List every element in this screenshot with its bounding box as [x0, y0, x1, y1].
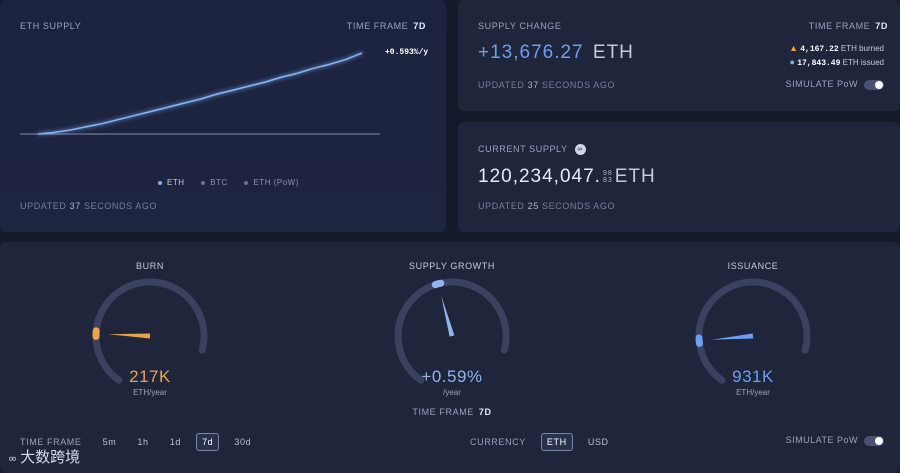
- issuance-gauge-unit: ETH/year: [736, 388, 770, 397]
- burn-gauge-unit: ETH/year: [133, 388, 167, 397]
- currency-usd-button[interactable]: USD: [587, 437, 609, 447]
- simulate-pow-toggle-top[interactable]: SIMULATE PoW: [786, 79, 884, 90]
- glasses-icon: ∞: [574, 144, 586, 156]
- eth-supply-panel: ETH SUPPLY TIME FRAME 7d +0.593%/y ETH BT…: [0, 0, 446, 232]
- growth-label: +0.593%/y: [385, 48, 429, 57]
- legend-item-eth[interactable]: ETH: [158, 178, 185, 187]
- watermark-logo-icon: ∞: [8, 452, 18, 465]
- timeframe-label: TIME FRAME: [346, 21, 409, 31]
- issued-row: ● 17,843.49 ETH issued: [789, 57, 884, 68]
- gauge-level-marker: [695, 334, 703, 347]
- timeframe-7d-button[interactable]: 7d: [196, 433, 220, 451]
- simulate-pow-toggle-bottom[interactable]: SIMULATE PoW: [786, 435, 884, 446]
- supply-change-timeframe[interactable]: TIME FRAME 7d: [808, 21, 888, 31]
- burn-gauge: [92, 278, 208, 384]
- issuance-gauge-title: ISSUANCE: [727, 261, 779, 271]
- legend-item-eth-pow[interactable]: ETH (PoW): [244, 178, 298, 187]
- fire-icon: ▲: [789, 43, 798, 53]
- timeframe-value: 7d: [413, 21, 426, 31]
- eth-supply-chart: [20, 52, 380, 135]
- supply-change-value: +13,676.27 ETH: [478, 42, 634, 63]
- growth-gauge-title: SUPPLY GROWTH: [409, 261, 495, 271]
- current-supply-panel: CURRENT SUPPLY ∞ 120,234,047. 98 83 ETH UPD…: [458, 122, 900, 232]
- current-supply-value: 120,234,047. 98 83 ETH: [478, 166, 656, 187]
- burned-row: ▲ 4,167.22 ETH burned: [789, 43, 884, 54]
- burn-gauge-title: BURN: [136, 261, 164, 271]
- chart-legend: ETH BTC ETH (PoW): [158, 178, 299, 187]
- growth-gauge: [394, 278, 510, 384]
- gauges-panel: BURN 217K ETH/year SUPPLY GROWTH +0.59% …: [0, 242, 900, 473]
- toggle-switch[interactable]: [864, 79, 884, 90]
- issuance-gauge: [695, 278, 811, 384]
- supply-change-updated: UPDATED 37 SECONDS AGO: [478, 80, 616, 90]
- gauge-track: [695, 278, 811, 384]
- timeframe-1h-button[interactable]: 1h: [137, 437, 149, 447]
- eth-supply-updated: UPDATED 37 SECONDS AGO: [20, 201, 158, 211]
- eth-supply-timeframe[interactable]: TIME FRAME 7d: [347, 21, 426, 31]
- current-supply-updated: UPDATED 25 SECONDS AGO: [478, 201, 616, 211]
- current-supply-title: CURRENT SUPPLY ∞: [478, 144, 586, 156]
- currency-selector: CURRENCY ETH USD: [470, 433, 615, 451]
- toggle-switch[interactable]: [864, 435, 884, 446]
- eth-supply-title: ETH SUPPLY: [20, 21, 82, 31]
- supply-change-panel: SUPPLY CHANGE TIME FRAME 7d +13,676.27 ET…: [458, 0, 900, 111]
- timeframe-selector: TIME FRAME 5m 1h 1d 7d 30d: [20, 433, 257, 451]
- gauge-track: [92, 278, 208, 384]
- supply-change-title: SUPPLY CHANGE: [478, 21, 562, 31]
- growth-timeframe: TIME FRAME 7d: [412, 407, 492, 417]
- growth-gauge-unit: /year: [443, 388, 461, 397]
- gauge-needle: [711, 333, 754, 340]
- gauge-needle: [108, 333, 151, 339]
- issuance-gauge-value: 931K: [732, 367, 774, 386]
- gauge-level-marker: [431, 279, 445, 289]
- timeframe-1d-button[interactable]: 1d: [169, 437, 181, 447]
- timeframe-5m-button[interactable]: 5m: [102, 437, 117, 447]
- watermark: ∞ 大数跨境: [8, 448, 81, 466]
- growth-gauge-value: +0.59%: [421, 367, 483, 386]
- series-line-eth: [37, 52, 363, 135]
- currency-eth-button[interactable]: ETH: [540, 433, 573, 451]
- burn-gauge-value: 217K: [129, 367, 171, 386]
- legend-item-btc[interactable]: BTC: [201, 178, 228, 187]
- gauge-needle: [441, 295, 455, 337]
- droplet-icon: ●: [789, 57, 795, 67]
- timeframe-30d-button[interactable]: 30d: [234, 437, 252, 447]
